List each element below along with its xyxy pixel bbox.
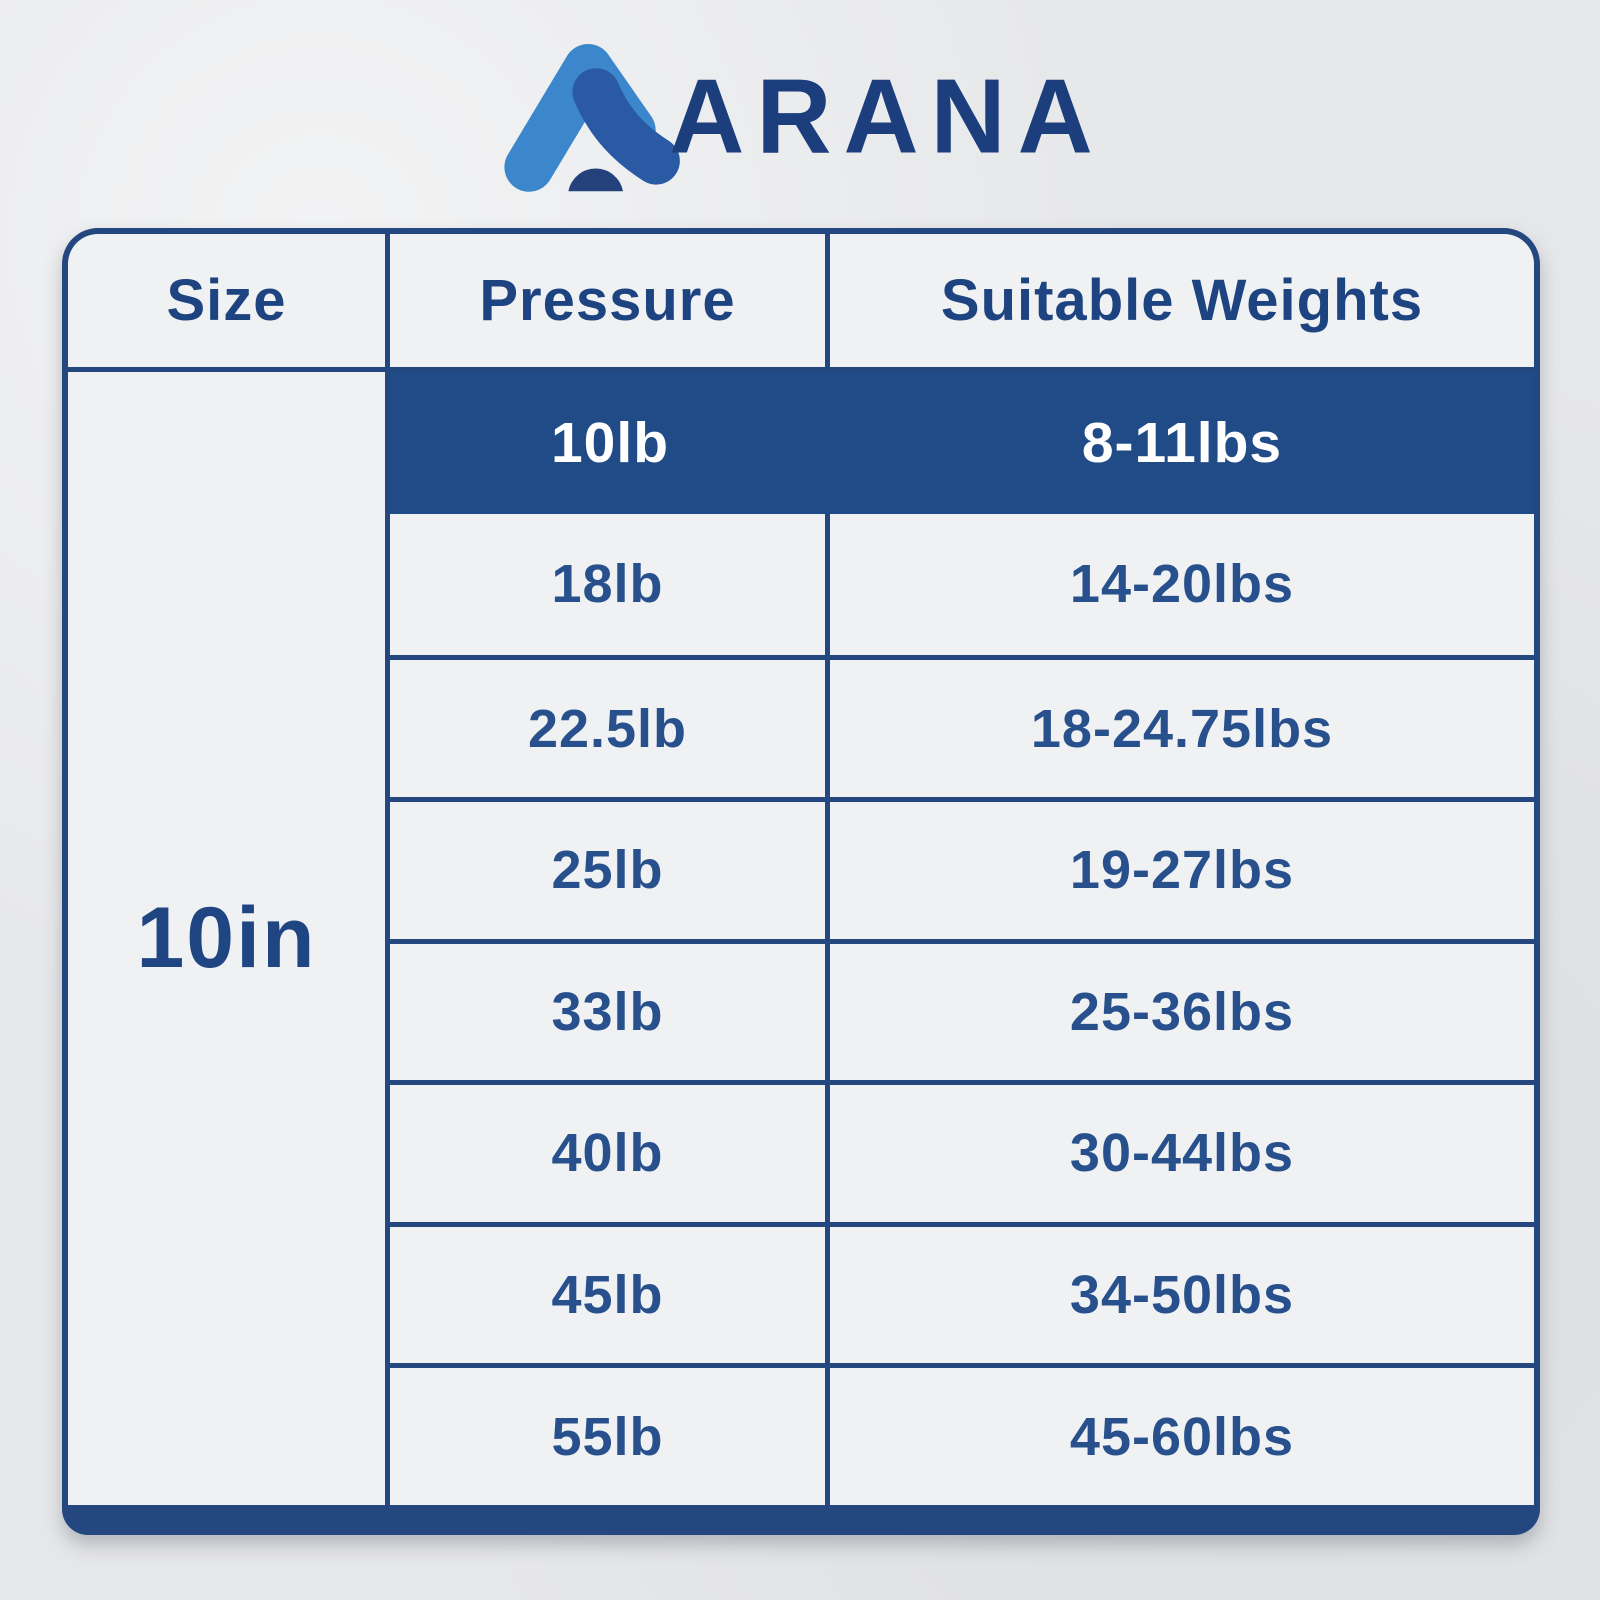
table-row-weights: 18-24.75lbs <box>830 655 1534 797</box>
table-row-weights: 34-50lbs <box>830 1221 1534 1364</box>
table-row-pressure: 22.5lb <box>390 655 830 797</box>
column-header-pressure: Pressure <box>390 234 830 372</box>
column-header-size: Size <box>68 234 390 372</box>
size-value-cell: 10in <box>68 372 390 1505</box>
table-row-pressure: 40lb <box>390 1080 830 1222</box>
table-row-weights: 8-11lbs <box>830 372 1534 514</box>
table-row-weights: 19-27lbs <box>830 796 1534 939</box>
table-row-weights: 14-20lbs <box>1069 554 1295 615</box>
table-row-pressure: 45lb <box>390 1221 830 1364</box>
table-row-weights: 25-36lbs <box>830 938 1534 1081</box>
table-row-pressure: 33lb <box>390 938 830 1081</box>
size-pressure-weight-table: Size Pressure Suitable Weights 10in 10lb… <box>62 228 1540 1535</box>
table-row-pressure: 25lb <box>390 796 830 939</box>
brand-name: ARANA <box>669 57 1105 177</box>
column-header-suitable-weights: Suitable Weights <box>830 234 1534 372</box>
brand-logo: ARANA <box>0 38 1600 196</box>
table-row-weights: 30-44lbs <box>830 1080 1534 1222</box>
table-row-pressure: 10lb <box>390 372 830 514</box>
table-row-weights: 45-60lbs <box>830 1363 1534 1505</box>
table-row-pressure: 55lb <box>390 1363 830 1505</box>
arana-mountain-icon <box>504 44 681 192</box>
table-row-pressure: 18lb <box>390 513 830 656</box>
